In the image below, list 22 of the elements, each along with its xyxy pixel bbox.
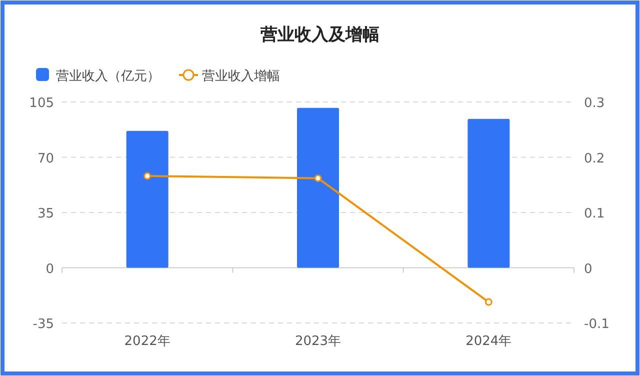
y2-tick-label: -0.1 [584,317,610,332]
chart-title: 营业收入及增幅 [260,25,380,45]
legend-label: 营业收入增幅 [202,69,280,84]
bar [297,108,339,268]
y2-tick-label: 0.1 [584,206,605,222]
point [314,174,322,182]
point [484,298,492,306]
y-tick-label: 70 [37,151,54,166]
y2-tick-label: 0 [584,262,592,277]
point [144,172,152,180]
x-tick-label: 2024年 [466,334,512,349]
x-tick-label: 2022年 [124,334,170,349]
y2-tick-label: 0.3 [584,96,605,111]
x-tick-label: 2023年 [294,334,342,349]
y-tick-label: -35 [32,317,54,332]
y-tick-label: 105 [29,96,54,111]
y-tick-label: 35 [37,206,54,222]
y2-tick-label: 0.2 [584,151,605,166]
legend-label: 营业收入（亿元） [56,69,160,84]
bar [126,130,168,268]
y-tick-label: 0 [46,262,54,277]
bar [468,118,510,268]
